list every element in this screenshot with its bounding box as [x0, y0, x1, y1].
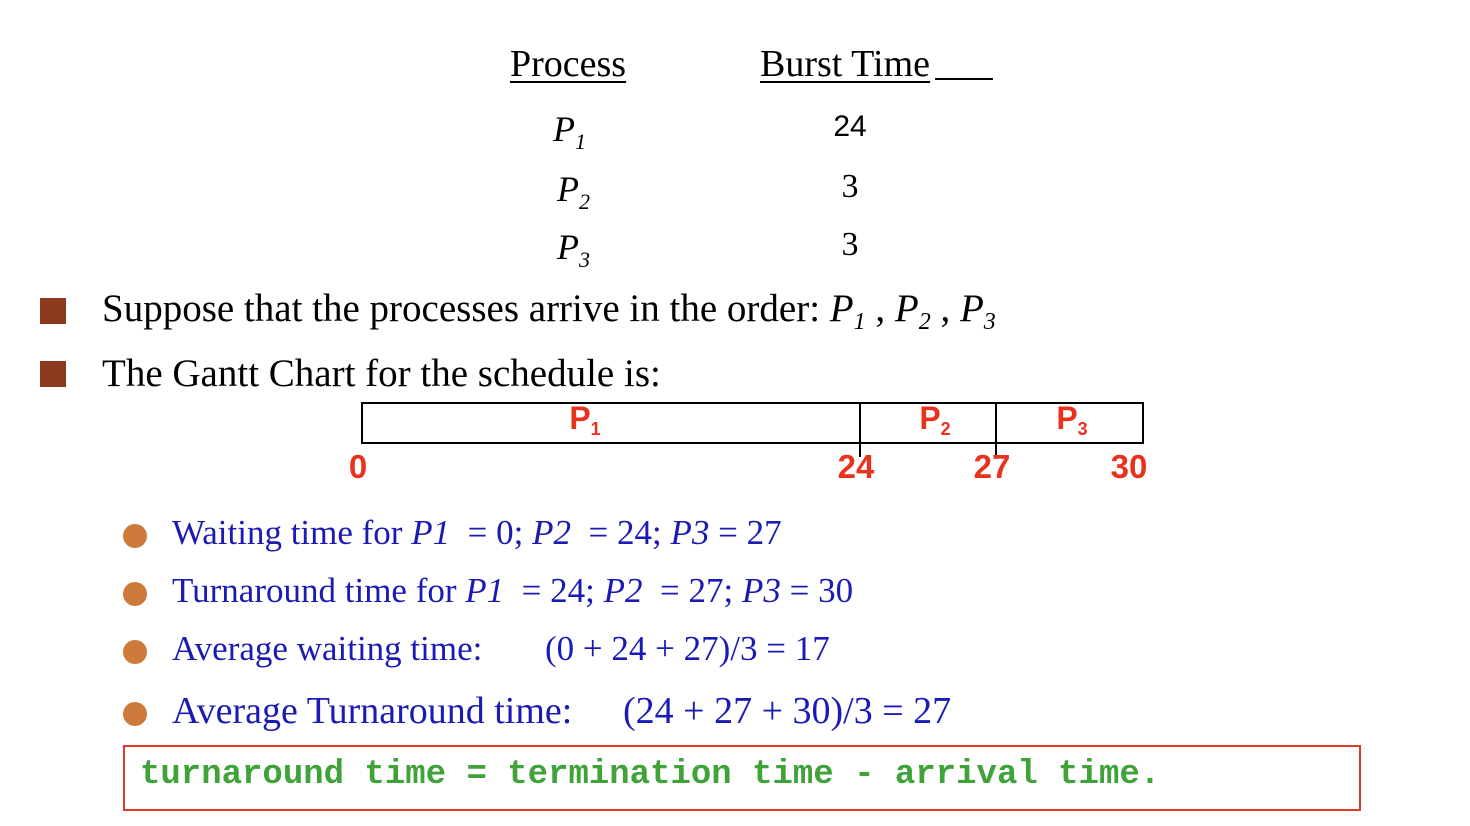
avg-turnaround-label: Average Turnaround time: — [172, 690, 573, 732]
gantt-divider-27 — [995, 402, 997, 457]
square-bullet-icon — [40, 361, 66, 387]
avg-waiting-formula: (0 + 24 + 27)/3 = 17 — [545, 629, 830, 668]
gantt-tick-27: 27 — [973, 448, 1011, 485]
dot-bullet-icon — [123, 702, 147, 726]
table-header-burst-time: Burst Time — [760, 43, 931, 85]
table-burst-p3: 3 — [841, 226, 859, 263]
turnaround-definition-text: turnaround time = termination time - arr… — [140, 756, 1161, 794]
gantt-intro-text: The Gantt Chart for the schedule is: — [102, 352, 661, 395]
table-process-p2: P2 — [557, 169, 590, 214]
arrival-order-text: Suppose that the processes arrive in the… — [102, 287, 996, 335]
square-bullet-icon — [40, 298, 66, 324]
gantt-segment-label-p3: P3 — [1056, 400, 1088, 439]
dot-bullet-icon — [123, 640, 147, 664]
gantt-tick-30: 30 — [1110, 448, 1148, 485]
table-burst-p2: 3 — [841, 168, 859, 205]
dot-bullet-icon — [123, 582, 147, 606]
waiting-time-text: Waiting time for P1 = 0; P2 = 24; P3 = 2… — [172, 513, 782, 552]
gantt-divider-24 — [859, 402, 861, 457]
gantt-tick-24: 24 — [837, 448, 875, 485]
formula-box — [123, 745, 1361, 811]
gantt-bar — [361, 402, 1144, 444]
gantt-segment-label-p1: P1 — [569, 400, 601, 439]
table-header-underline — [935, 78, 993, 80]
gantt-tick-0: 0 — [348, 448, 368, 485]
dot-bullet-icon — [123, 524, 147, 548]
table-process-p3: P3 — [557, 227, 590, 272]
table-burst-p1: 24 — [833, 110, 867, 143]
turnaround-time-text: Turnaround time for P1 = 24; P2 = 27; P3… — [172, 571, 854, 610]
avg-waiting-label: Average waiting time: — [172, 629, 483, 668]
gantt-segment-label-p2: P2 — [919, 400, 951, 439]
table-process-p1: P1 — [553, 109, 586, 154]
avg-turnaround-formula: (24 + 27 + 30)/3 = 27 — [623, 690, 952, 732]
table-header-process: Process — [510, 43, 627, 85]
